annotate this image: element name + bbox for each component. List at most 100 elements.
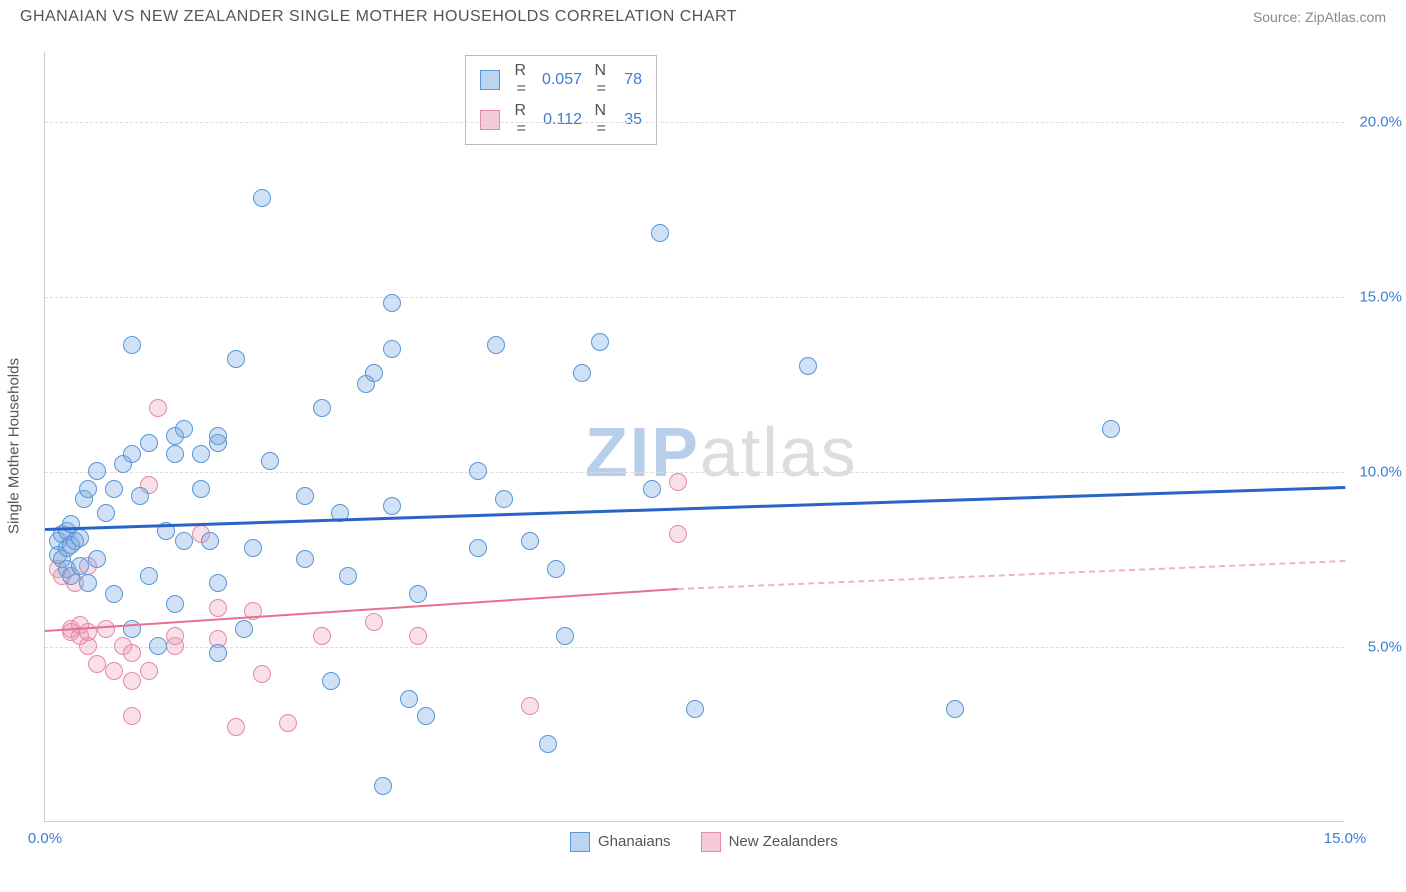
data-point-new-zealanders: [669, 473, 687, 491]
data-point-new-zealanders: [365, 613, 383, 631]
data-point-new-zealanders: [279, 714, 297, 732]
watermark: ZIPatlas: [585, 412, 858, 492]
y-tick-label: 5.0%: [1368, 639, 1402, 656]
data-point-ghanaians: [192, 480, 210, 498]
data-point-ghanaians: [383, 294, 401, 312]
data-point-ghanaians: [469, 462, 487, 480]
data-point-ghanaians: [556, 627, 574, 645]
watermark-atlas: atlas: [700, 413, 858, 491]
data-point-new-zealanders: [140, 662, 158, 680]
legend-item-new-zealanders: New Zealanders: [701, 832, 838, 852]
data-point-ghanaians: [547, 560, 565, 578]
legend-label-new-zealanders: New Zealanders: [729, 833, 838, 850]
scatter-chart: ZIPatlas R = 0.057 N = 78 R = 0.112 N = …: [44, 52, 1344, 822]
y-axis-label: Single Mother Households: [6, 358, 23, 534]
data-point-ghanaians: [201, 532, 219, 550]
stats-n-value-2: 35: [612, 111, 642, 129]
data-point-ghanaians: [322, 672, 340, 690]
data-point-ghanaians: [374, 777, 392, 795]
stats-swatch-pink: [480, 110, 500, 130]
legend-item-ghanaians: Ghanaians: [570, 832, 671, 852]
data-point-ghanaians: [539, 735, 557, 753]
data-point-ghanaians: [417, 707, 435, 725]
stats-n-value-1: 78: [612, 71, 642, 89]
stats-r-label-1: R =: [502, 62, 532, 98]
data-point-ghanaians: [140, 434, 158, 452]
data-point-ghanaians: [166, 595, 184, 613]
trend-line-new-zealanders-extrapolated: [678, 560, 1345, 590]
data-point-ghanaians: [175, 420, 193, 438]
trend-line-new-zealanders: [45, 588, 678, 632]
gridline: [45, 647, 1344, 648]
data-point-ghanaians: [1102, 420, 1120, 438]
data-point-new-zealanders: [123, 644, 141, 662]
data-point-new-zealanders: [105, 662, 123, 680]
data-point-ghanaians: [686, 700, 704, 718]
data-point-ghanaians: [105, 480, 123, 498]
data-point-ghanaians: [253, 189, 271, 207]
data-point-ghanaians: [643, 480, 661, 498]
data-point-new-zealanders: [149, 399, 167, 417]
data-point-new-zealanders: [88, 655, 106, 673]
data-point-ghanaians: [469, 539, 487, 557]
data-point-ghanaians: [235, 620, 253, 638]
data-point-ghanaians: [651, 224, 669, 242]
data-point-new-zealanders: [166, 627, 184, 645]
data-point-ghanaians: [339, 567, 357, 585]
data-point-ghanaians: [365, 364, 383, 382]
data-point-ghanaians: [296, 550, 314, 568]
gridline: [45, 472, 1344, 473]
data-point-ghanaians: [97, 504, 115, 522]
data-point-ghanaians: [409, 585, 427, 603]
data-point-new-zealanders: [409, 627, 427, 645]
gridline: [45, 297, 1344, 298]
legend-label-ghanaians: Ghanaians: [598, 833, 671, 850]
y-tick-label: 10.0%: [1359, 464, 1402, 481]
data-point-ghanaians: [166, 445, 184, 463]
data-point-new-zealanders: [209, 599, 227, 617]
data-point-ghanaians: [79, 480, 97, 498]
data-point-ghanaians: [495, 490, 513, 508]
data-point-ghanaians: [88, 462, 106, 480]
data-point-ghanaians: [573, 364, 591, 382]
data-point-ghanaians: [71, 529, 89, 547]
chart-header: GHANAIAN VS NEW ZEALANDER SINGLE MOTHER …: [0, 0, 1406, 30]
data-point-ghanaians: [71, 557, 89, 575]
chart-title: GHANAIAN VS NEW ZEALANDER SINGLE MOTHER …: [20, 8, 737, 26]
trend-line-ghanaians: [45, 486, 1345, 531]
data-point-ghanaians: [487, 336, 505, 354]
data-point-new-zealanders: [97, 620, 115, 638]
data-point-ghanaians: [192, 445, 210, 463]
data-point-ghanaians: [383, 497, 401, 515]
data-point-ghanaians: [209, 427, 227, 445]
y-tick-label: 20.0%: [1359, 114, 1402, 131]
data-point-ghanaians: [175, 532, 193, 550]
stats-r-value-2: 0.112: [532, 111, 582, 129]
data-point-new-zealanders: [123, 672, 141, 690]
correlation-stats-box: R = 0.057 N = 78 R = 0.112 N = 35: [465, 55, 657, 145]
data-point-ghanaians: [591, 333, 609, 351]
data-point-new-zealanders: [123, 707, 141, 725]
x-tick-label: 15.0%: [1324, 830, 1367, 847]
stats-swatch-blue: [480, 70, 500, 90]
data-point-new-zealanders: [521, 697, 539, 715]
data-point-ghanaians: [313, 399, 331, 417]
data-point-ghanaians: [105, 585, 123, 603]
legend-swatch-blue: [570, 832, 590, 852]
data-point-ghanaians: [123, 445, 141, 463]
data-point-ghanaians: [296, 487, 314, 505]
data-point-new-zealanders: [313, 627, 331, 645]
stats-r-label-2: R =: [502, 102, 532, 138]
data-point-ghanaians: [209, 644, 227, 662]
data-point-ghanaians: [131, 487, 149, 505]
data-point-ghanaians: [244, 539, 262, 557]
data-point-ghanaians: [521, 532, 539, 550]
data-point-ghanaians: [88, 550, 106, 568]
stats-n-label-2: N =: [582, 102, 612, 138]
data-point-ghanaians: [261, 452, 279, 470]
data-point-ghanaians: [383, 340, 401, 358]
data-point-new-zealanders: [669, 525, 687, 543]
data-point-ghanaians: [140, 567, 158, 585]
legend-swatch-pink: [701, 832, 721, 852]
stats-n-label-1: N =: [582, 62, 612, 98]
